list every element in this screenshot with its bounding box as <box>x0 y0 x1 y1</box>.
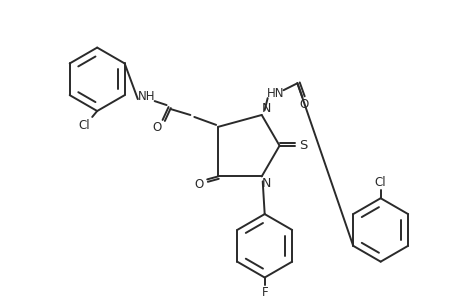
Text: O: O <box>151 122 161 134</box>
Text: Cl: Cl <box>374 176 386 189</box>
Text: Cl: Cl <box>78 119 90 132</box>
Text: S: S <box>298 139 307 152</box>
Text: N: N <box>262 177 271 190</box>
Text: O: O <box>299 98 308 111</box>
Text: HN: HN <box>266 87 284 100</box>
Text: N: N <box>262 101 271 115</box>
Text: NH: NH <box>138 90 155 103</box>
Text: F: F <box>261 286 268 299</box>
Text: O: O <box>194 178 203 191</box>
